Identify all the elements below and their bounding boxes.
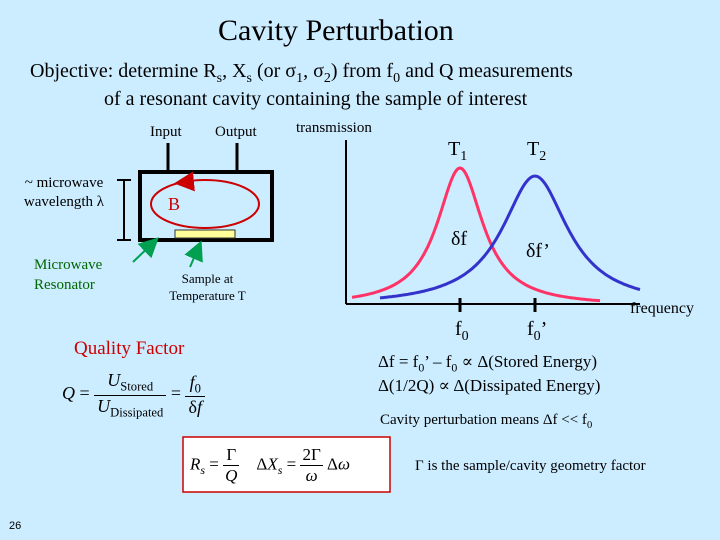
cavity-box — [138, 170, 274, 242]
wavelength-label: ~ microwave wavelength λ — [23, 175, 105, 210]
geometry-note: Γ is the sample/cavity geometry factor — [415, 458, 646, 474]
sample — [174, 229, 236, 239]
field-label: B — [168, 194, 181, 214]
output-label: Output — [215, 124, 257, 140]
relation-line-1: Δf = f0’ – f0 ∝ Δ(Stored Energy) — [378, 352, 597, 375]
sample-label: Sample at Temperature T — [169, 271, 246, 303]
perturbation-note: Cavity perturbation means Δf << f0 — [380, 412, 593, 431]
curve-t2 — [379, 174, 641, 300]
peak2-label: f0’ — [527, 318, 548, 344]
plot-xlabel: frequency — [630, 300, 694, 317]
curve2-label: T2 — [527, 138, 547, 164]
peak1-label: f0 — [455, 318, 469, 344]
curve1-label: T1 — [448, 138, 468, 164]
quality-factor-heading: Quality Factor — [74, 338, 185, 359]
page-title: Cavity Perturbation — [218, 14, 454, 47]
curve-t1 — [351, 166, 601, 303]
rs-xs-formula: Rs = Γ Q ΔXs = 2Γ ω Δω — [190, 445, 350, 485]
field-loop — [150, 179, 260, 229]
input-label: Input — [150, 124, 182, 140]
plot-ylabel: transmission — [296, 120, 372, 136]
q-formula: Q = UStored UDissipated = f0 δf — [62, 370, 205, 420]
relation-line-2: Δ(1/2Q) ∝ Δ(Dissipated Energy) — [378, 376, 601, 395]
objective-line-1: Objective: determine Rs, Xs (or σ1, σ2) … — [30, 60, 573, 86]
rs-xs-box — [182, 436, 391, 493]
width2-label: δf’ — [526, 240, 550, 262]
objective-line-2: of a resonant cavity containing the samp… — [104, 88, 528, 110]
width1-label: δf — [451, 228, 468, 250]
page-number: 26 — [9, 520, 22, 532]
resonator-label: Microwave Resonator — [34, 257, 103, 293]
sample-pointer — [184, 240, 203, 268]
resonator-pointer — [132, 237, 159, 263]
